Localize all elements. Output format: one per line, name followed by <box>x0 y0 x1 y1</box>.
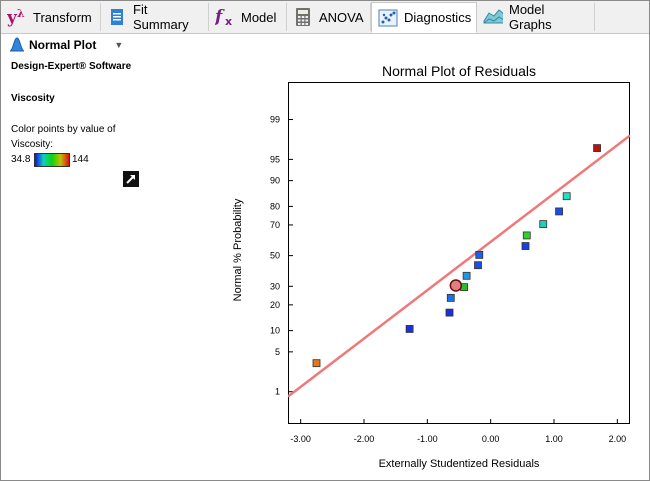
plot-type-dropdown[interactable]: Normal Plot ▼ <box>9 36 123 54</box>
plot-area <box>288 82 630 424</box>
popout-icon[interactable] <box>122 170 140 188</box>
response-name: Viscosity <box>11 93 55 104</box>
tab-label: Model <box>241 9 277 25</box>
fit-line <box>288 134 630 398</box>
color-scale-gradient <box>34 153 70 167</box>
sub-toolbar: Normal Plot ▼ <box>1 34 649 56</box>
tab-label: Fit Summary <box>133 2 189 32</box>
svg-text:y: y <box>7 8 18 27</box>
y-tick-label: 99 <box>270 115 280 125</box>
tab-fit-summary[interactable]: Fit Summary <box>101 2 209 32</box>
data-point <box>539 220 548 228</box>
x-tick-label: 0.00 <box>482 434 500 444</box>
data-point <box>312 359 321 368</box>
normal-plot-icon <box>9 36 25 55</box>
tab-label: ANOVA <box>319 9 364 25</box>
y-tick-label: 95 <box>270 154 280 164</box>
data-point <box>445 308 454 317</box>
tab-anova[interactable]: ANOVA <box>287 3 371 31</box>
plot-type-label: Normal Plot <box>29 38 97 52</box>
svg-text:λ: λ <box>17 7 25 20</box>
x-tick-label: -1.00 <box>417 434 438 444</box>
data-point <box>474 261 482 270</box>
x-axis-label: Externally Studentized Residuals <box>378 458 540 470</box>
data-point <box>475 250 484 259</box>
y-tick-label: 50 <box>270 251 280 261</box>
svg-text:x: x <box>225 15 232 27</box>
data-point <box>462 271 471 280</box>
tab-label: Model Graphs <box>509 2 552 32</box>
x-tick-label: 1.00 <box>545 434 563 444</box>
color-note: Color points by value of <box>11 124 116 135</box>
data-point <box>593 144 601 152</box>
data-point <box>562 192 571 201</box>
data-point <box>521 242 530 250</box>
chevron-down-icon[interactable]: ▼ <box>114 40 124 50</box>
y-tick-label: 10 <box>270 326 280 336</box>
data-point <box>555 207 563 216</box>
software-name: Design-Expert® Software <box>11 61 132 72</box>
x-tick-label: -3.00 <box>290 434 311 444</box>
color-scale-min: 34.8 <box>11 154 31 165</box>
surface-icon <box>483 7 503 27</box>
color-scale-max: 144 <box>72 154 89 165</box>
y-tick-label: 70 <box>270 220 280 230</box>
y-tick-label: 90 <box>270 176 280 186</box>
y-tick-label: 20 <box>270 300 280 310</box>
document-icon <box>107 7 127 27</box>
x-tick-label: 2.00 <box>609 434 627 444</box>
y-tick-label: 30 <box>270 281 280 291</box>
calculator-icon <box>293 7 313 27</box>
data-point <box>522 231 531 240</box>
tab-label: Diagnostics <box>404 10 472 25</box>
tab-model-graphs[interactable]: Model Graphs <box>477 2 595 32</box>
y-tick-label: 80 <box>270 201 280 211</box>
data-point <box>446 293 455 302</box>
y-tick-label: 1 <box>275 387 280 397</box>
svg-text:f: f <box>215 7 225 27</box>
data-point <box>405 325 414 333</box>
x-tick-label: -2.00 <box>354 434 375 444</box>
chart-title: Normal Plot of Residuals <box>381 63 537 79</box>
scatter-icon <box>378 8 398 28</box>
y-tick-label: 5 <box>275 347 280 357</box>
tab-label: Transform <box>33 9 92 25</box>
y-axis-label: Normal % Probability <box>232 198 244 302</box>
tab-diagnostics[interactable]: Diagnostics <box>371 2 477 33</box>
color-variable: Viscosity: <box>11 139 54 150</box>
selected-point <box>449 279 463 292</box>
